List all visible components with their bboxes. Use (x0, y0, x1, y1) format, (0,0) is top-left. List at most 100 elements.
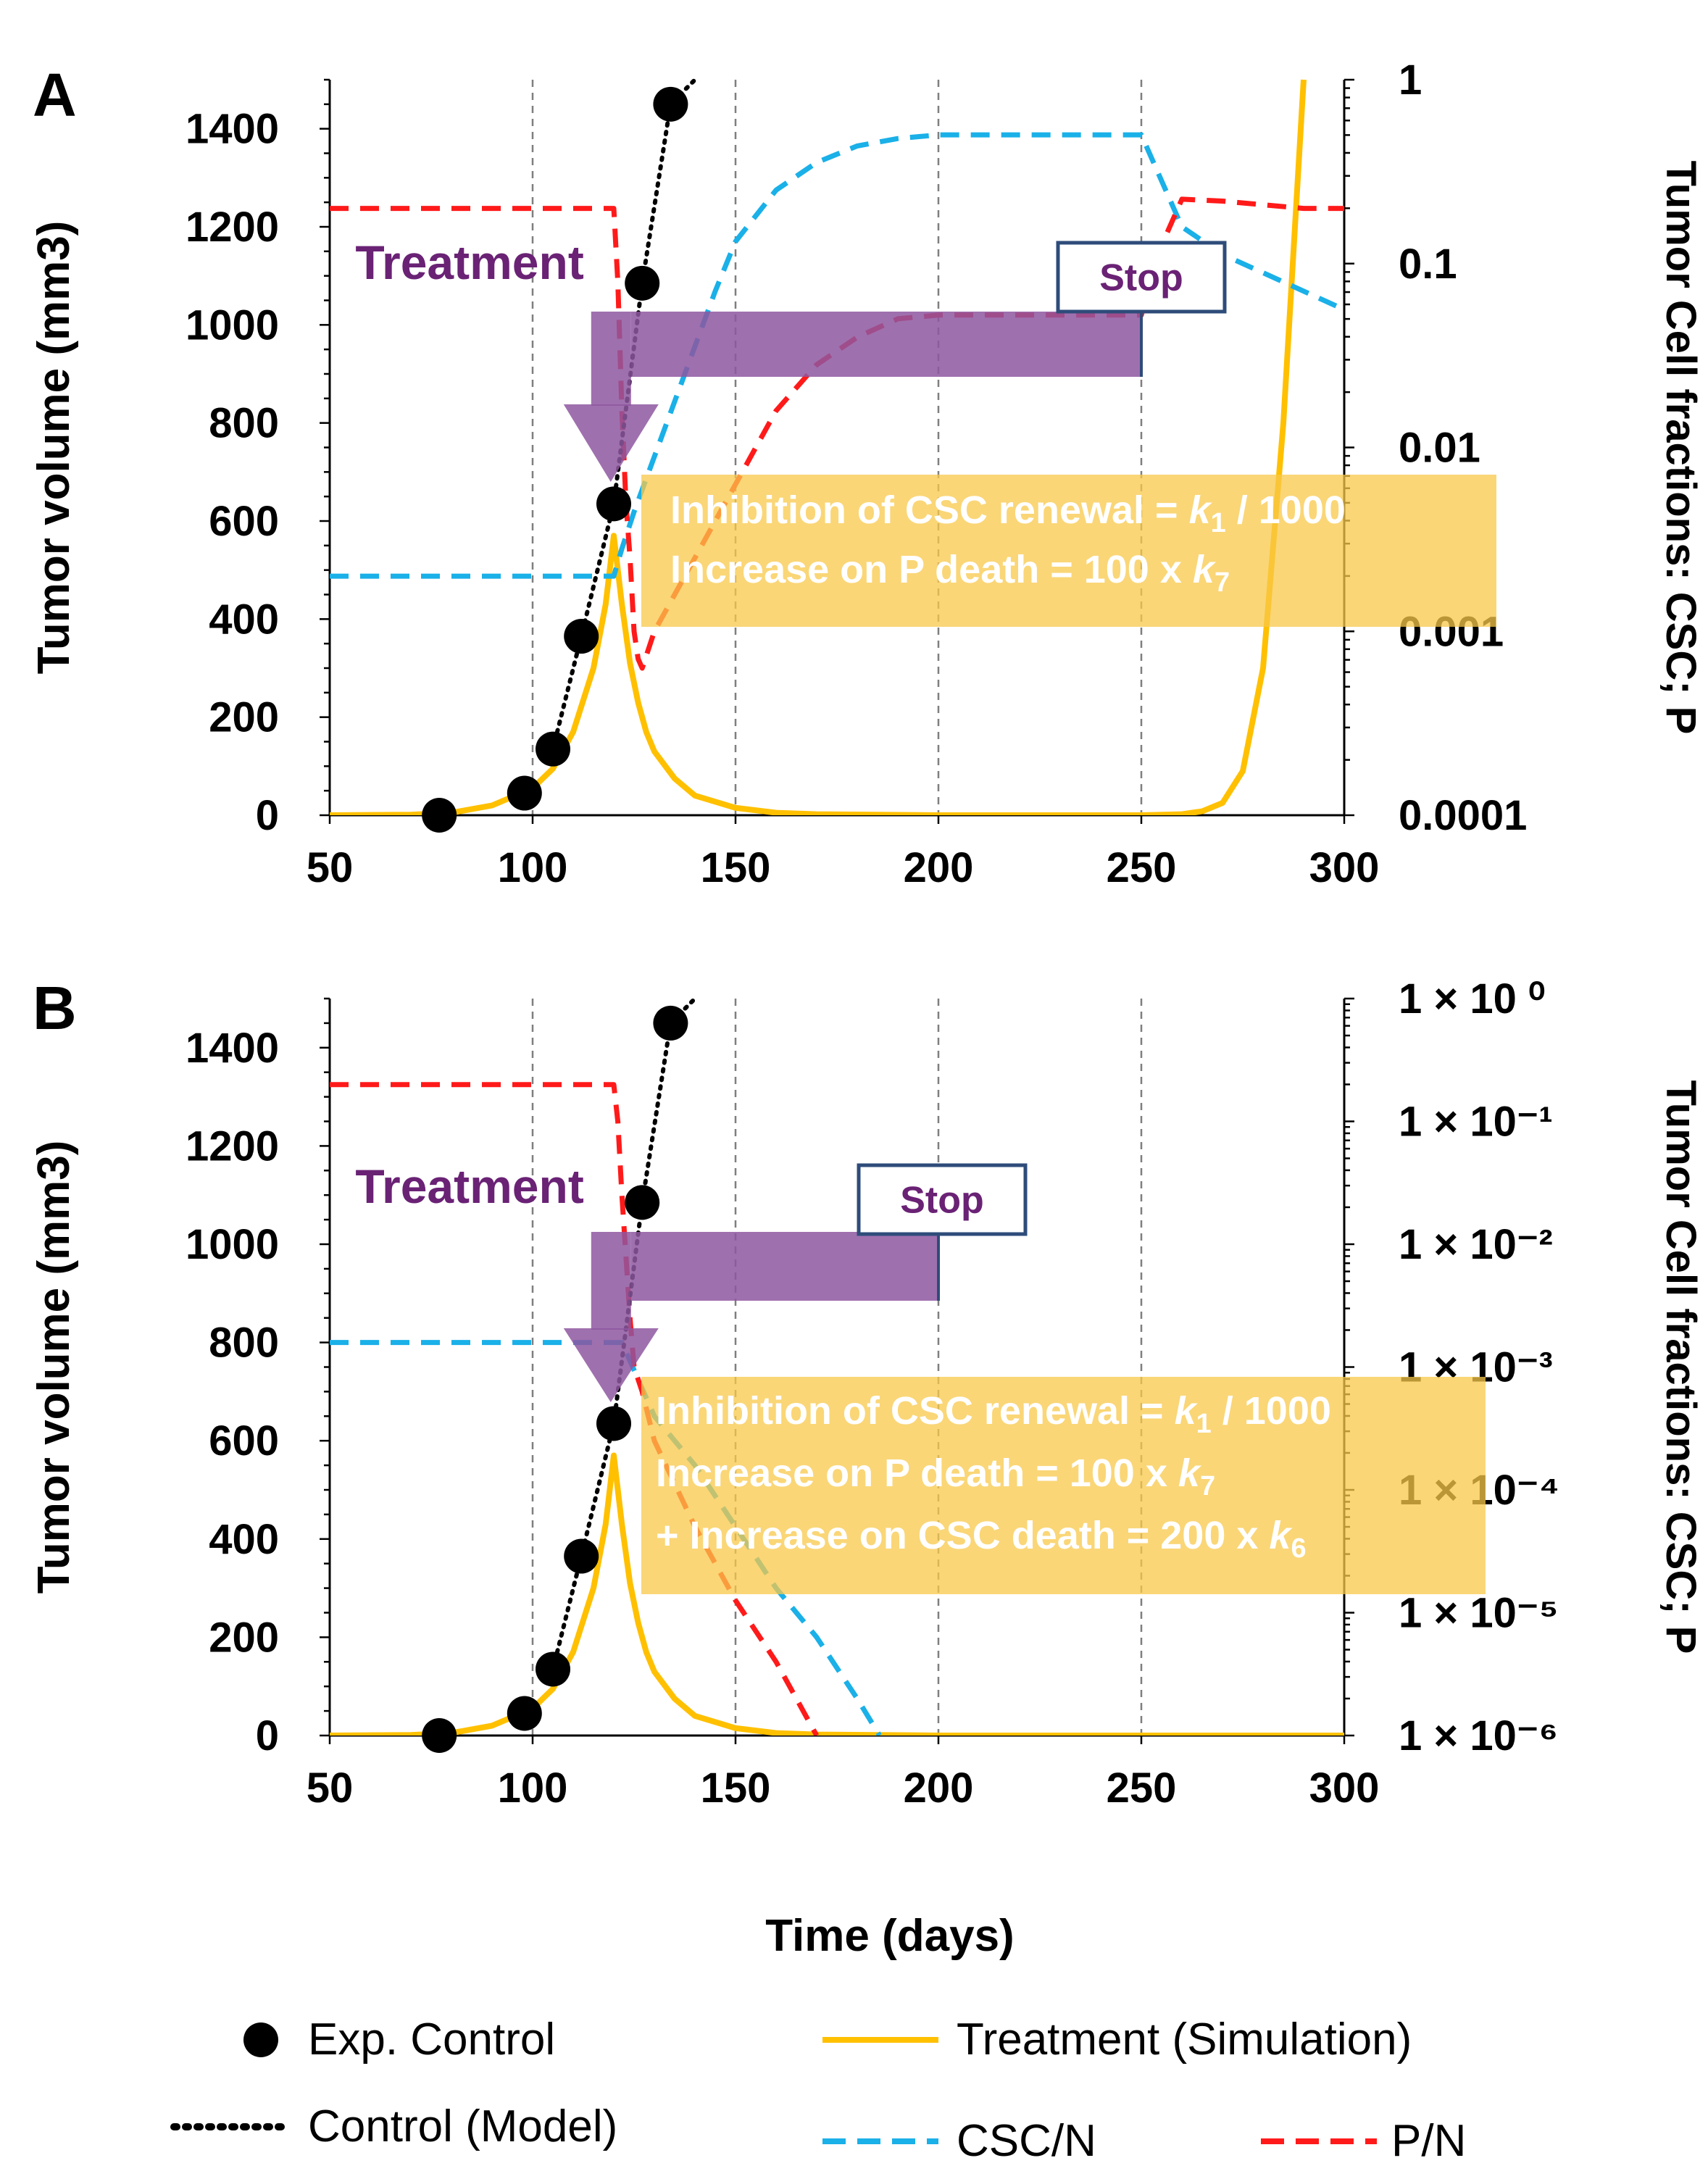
annotation-text: / 1000 (1212, 1389, 1331, 1433)
x-tick-label: 100 (498, 844, 568, 891)
annotation-symbol: k (1178, 1451, 1202, 1495)
x-tick-label: 250 (1107, 1765, 1177, 1812)
annotation-text: Inhibition of CSC renewal = (670, 488, 1189, 532)
annotation-line: Inhibition of CSC renewal = k1 / 1000 (656, 1389, 1331, 1439)
treatment-label: Treatment (355, 1159, 583, 1213)
x-tick-label: 50 (307, 844, 354, 891)
y2-tick-label: 1 × 10⁻⁵ (1399, 1590, 1559, 1637)
exp-control-point (422, 1718, 457, 1753)
exp-control-point (596, 486, 631, 522)
annotation-line: + Increase on CSC death = 200 x k6 (656, 1514, 1307, 1564)
panel-b: B 0 200 400 600 800 1000 1200 1400 50 100 150 200 250… (29, 974, 1704, 1812)
y2-tick-label: 1 × 10⁻¹ (1399, 1099, 1553, 1146)
stop-box (1056, 241, 1227, 314)
y2-tick-label: 0.0001 (1399, 792, 1527, 839)
x-tick-label: 150 (701, 1765, 771, 1812)
panel-label: B (33, 974, 77, 1042)
annotation-subscript: 6 (1291, 1533, 1306, 1564)
exp-control-point (625, 265, 660, 301)
y-tick-label: 1400 (186, 106, 279, 153)
annotation-symbol: k (1175, 1389, 1199, 1433)
stop-label: Stop (900, 1180, 984, 1222)
exp-control-point (564, 1538, 599, 1574)
y-tick-label: 200 (209, 1614, 279, 1661)
exp-control-point (653, 86, 688, 122)
exp-control-point (422, 798, 457, 833)
treatment-arrow-head (563, 404, 659, 482)
x-tick-label: 250 (1107, 844, 1177, 891)
x-tick-label: 300 (1309, 1765, 1380, 1812)
annotation-text: / 1000 (1226, 488, 1346, 532)
y-tick-label: 1200 (186, 1122, 279, 1170)
treatment-bar (630, 1232, 938, 1301)
p-fraction-line (330, 1082, 820, 1736)
y-tick-label: 800 (209, 400, 279, 447)
legend-swatch-exp (243, 2022, 278, 2057)
y-tick-label: 600 (209, 498, 279, 545)
annotation-text: Increase on P death = 100 x (670, 548, 1193, 591)
y-tick-label: 600 (209, 1417, 279, 1465)
treatment-bar (630, 312, 1141, 377)
legend-label-csc: CSC/N (957, 2116, 1096, 2166)
y2-tick-label: 0.01 (1399, 425, 1480, 472)
y-tick-label: 0 (256, 1712, 279, 1759)
y-tick-label: 200 (209, 694, 279, 741)
treatment-arrow-shaft (591, 312, 631, 406)
y-tick-label: 400 (209, 1516, 279, 1563)
exp-control-point (653, 1005, 688, 1041)
treatment-arrow-shaft (591, 1232, 631, 1330)
exp-control-point (507, 1696, 542, 1731)
exp-control-point (625, 1185, 660, 1220)
legend: Exp. Control Treatment (Simulation) Contro… (170, 2015, 1466, 2166)
y-tick-label: 400 (209, 596, 279, 643)
x-tick-label: 200 (904, 1765, 974, 1812)
exp-control-point (596, 1406, 631, 1441)
panel-label: A (33, 61, 77, 129)
y2-axis-title: Tumor Cell fractions: CSC; P (1657, 1080, 1704, 1654)
annotation-text: Increase on P death = 100 x (656, 1451, 1178, 1495)
annotation-symbol: k (1269, 1514, 1293, 1557)
annotation-line: Increase on P death = 100 x k7 (656, 1451, 1215, 1501)
y-tick-label: 800 (209, 1320, 279, 1367)
y-axis-title: Tumor volume (mm3) (29, 1141, 79, 1594)
treatment-label: Treatment (355, 236, 583, 289)
x-axis-title: Time (days) (765, 1911, 1014, 1961)
y-axis-title: Tumor volume (mm3) (29, 221, 79, 675)
annotation-subscript: 1 (1196, 1409, 1212, 1439)
x-tick-label: 300 (1309, 844, 1380, 891)
annotation-subscript: 7 (1200, 1471, 1215, 1501)
y-tick-label: 0 (256, 792, 279, 839)
y2-tick-label: 1 × 10⁻² (1399, 1221, 1553, 1268)
x-tick-label: 100 (498, 1765, 568, 1812)
y2-tick-label: 0.1 (1399, 241, 1457, 288)
exp-control-point (564, 619, 599, 654)
annotation-symbol: k (1193, 548, 1217, 591)
y2-axis-title: Tumor Cell fractions: CSC; P (1657, 161, 1704, 735)
annotation-box (641, 475, 1496, 627)
y2-tick-label: 1 × 10⁻⁶ (1399, 1712, 1558, 1759)
annotation-subscript: 7 (1215, 567, 1230, 598)
legend-label-p: P/N (1391, 2116, 1466, 2166)
x-tick-label: 50 (307, 1765, 354, 1812)
stop-box (857, 1163, 1028, 1236)
y2-tick-label: 1 × 10 ⁰ (1399, 975, 1545, 1022)
legend-label-exp: Exp. Control (308, 2015, 555, 2065)
y-tick-label: 1400 (186, 1025, 279, 1072)
exp-control-point (507, 775, 542, 811)
x-tick-label: 150 (701, 844, 771, 891)
y-tick-label: 1000 (186, 301, 279, 349)
annotation-line: Inhibition of CSC renewal = k1 / 1000 (670, 488, 1346, 538)
annotation-text: Inhibition of CSC renewal = (656, 1389, 1175, 1433)
annotation-box (641, 1377, 1486, 1594)
y-tick-label: 1200 (186, 204, 279, 251)
stop-label: Stop (1099, 257, 1183, 299)
y2-tick-label: 1 (1399, 57, 1422, 104)
legend-label-ctrl: Control (Model) (308, 2101, 617, 2151)
annotation-symbol: k (1189, 488, 1213, 532)
treatment-arrow-head (563, 1328, 659, 1402)
annotation-subscript: 1 (1211, 508, 1226, 538)
legend-label-treat: Treatment (Simulation) (957, 2015, 1412, 2065)
annotation-line: Increase on P death = 100 x k7 (670, 548, 1230, 598)
x-tick-label: 200 (904, 844, 974, 891)
